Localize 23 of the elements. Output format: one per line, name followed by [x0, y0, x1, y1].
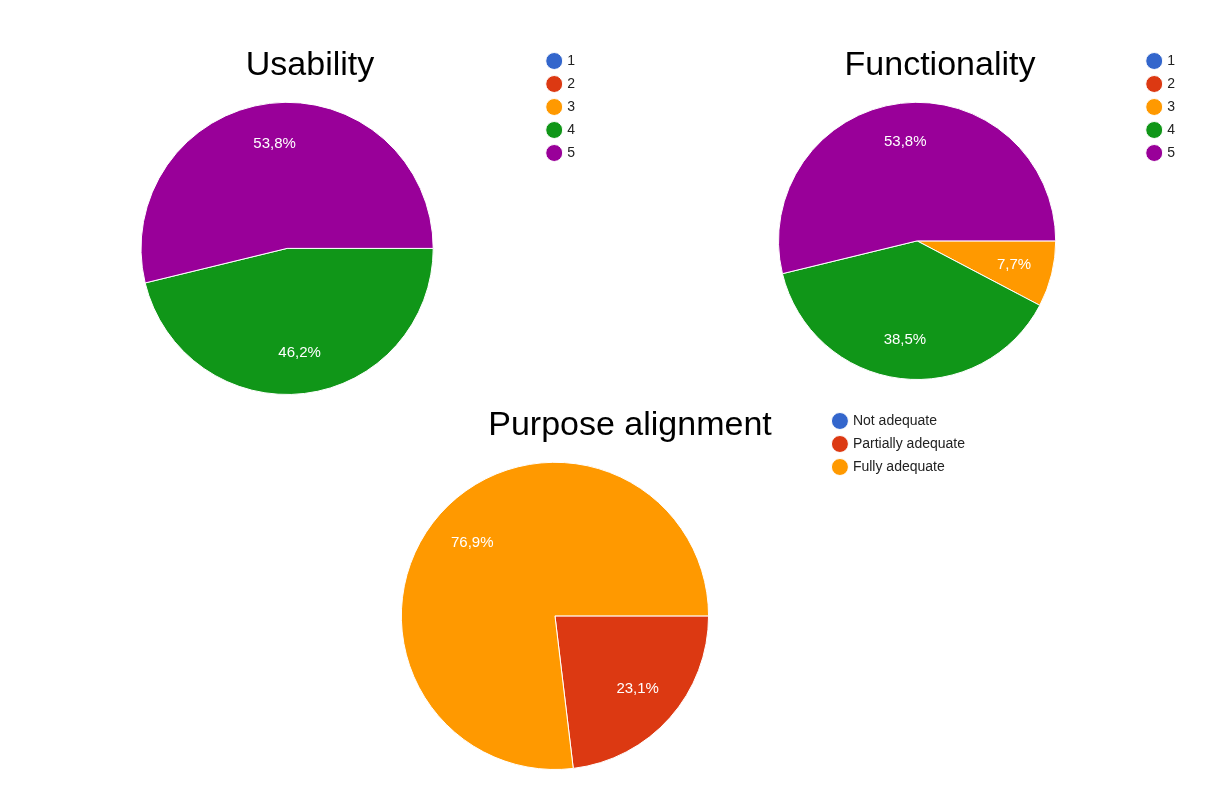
data-label: 7,7% — [996, 254, 1032, 272]
legend-label: 1 — [1167, 51, 1176, 68]
legend-label: 4 — [567, 120, 576, 137]
legend-label: Fully adequate — [852, 457, 945, 474]
legend-label: 1 — [567, 51, 576, 68]
data-label: 23,1% — [616, 679, 659, 697]
legend-label: 3 — [567, 97, 576, 114]
legend-label: 3 — [1167, 97, 1176, 114]
legend-label: 5 — [567, 143, 576, 160]
data-label: 53,8% — [253, 134, 296, 152]
data-label: 76,9% — [450, 532, 494, 550]
legend-label: 4 — [1167, 120, 1176, 137]
legend-label: 2 — [1167, 74, 1176, 91]
data-label: 53,8% — [883, 131, 927, 149]
legend-label: Not adequate — [852, 411, 938, 428]
chart-title: Usability — [245, 43, 375, 82]
chart-title: Purpose alignment — [488, 403, 773, 442]
data-label: 38,5% — [883, 330, 927, 348]
data-label: 46,2% — [278, 342, 321, 360]
legend-label: 5 — [1167, 143, 1176, 160]
chart-title: Functionality — [844, 43, 1036, 82]
legend-label: Partially adequate — [852, 434, 966, 451]
legend-label: 2 — [567, 74, 576, 91]
